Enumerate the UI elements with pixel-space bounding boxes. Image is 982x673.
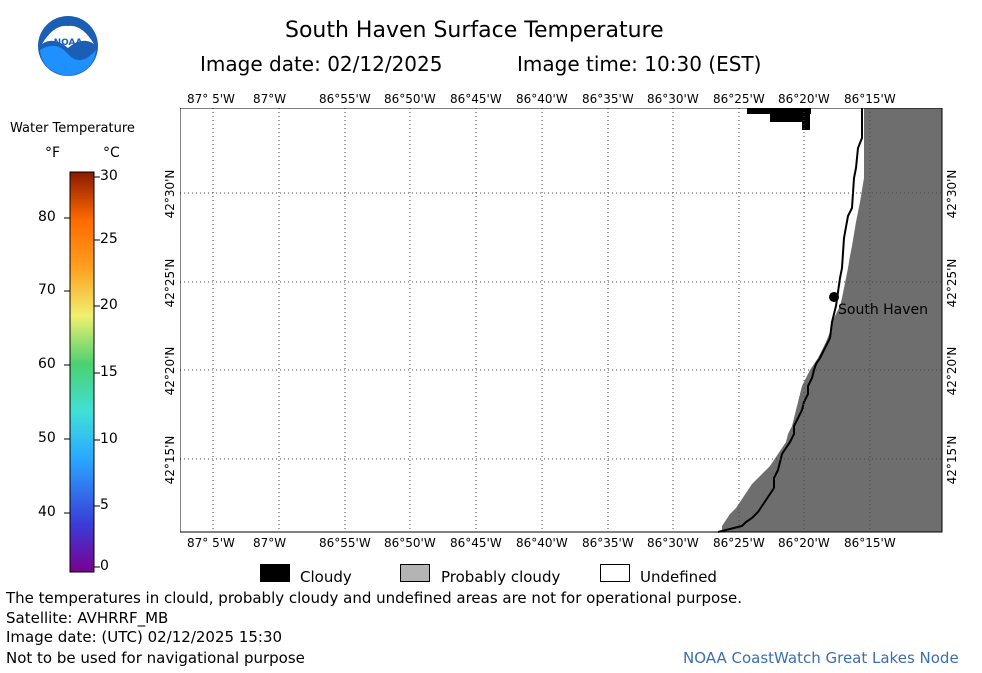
bottom-longitude-label: 86°35'W [582, 536, 634, 550]
top-longitude-label: 86°15'W [844, 92, 896, 106]
left-latitude-label: 42°25'N [163, 258, 177, 308]
fahrenheit-tick-label: 60 [38, 356, 56, 372]
shoreline [717, 108, 863, 533]
map-title: South Haven Surface Temperature [285, 18, 664, 43]
left-latitude-label: 42°20'N [163, 346, 177, 396]
fahrenheit-tick-label: 50 [38, 430, 56, 446]
cloud-patch [747, 108, 811, 130]
top-longitude-label: 87° 5'W [187, 92, 235, 106]
bottom-longitude-label: 86°20'W [778, 536, 830, 550]
bottom-longitude-label: 86°50'W [384, 536, 436, 550]
bottom-longitude-label: 87°W [253, 536, 287, 550]
left-latitude-label: 42°15'N [163, 435, 177, 485]
bottom-longitude-label: 86°45'W [450, 536, 502, 550]
map-panel[interactable] [180, 108, 943, 533]
south-haven-label: South Haven [838, 302, 929, 318]
celsius-tick-label: 25 [100, 231, 118, 247]
celsius-tick-label: 10 [100, 431, 118, 447]
utc-date-text: Image date: (UTC) 02/12/2025 15:30 [6, 628, 283, 646]
top-longitude-label: 86°25'W [713, 92, 765, 106]
bottom-longitude-label: 86°30'W [647, 536, 699, 550]
top-longitude-label: 86°40'W [516, 92, 568, 106]
temperature-colorbar [64, 171, 100, 573]
land-area [722, 108, 942, 532]
bottom-longitude-label: 86°55'W [319, 536, 371, 550]
probably-cloudy-label: Probably cloudy [441, 568, 561, 586]
left-latitude-label: 42°30'N [163, 169, 177, 219]
bottom-longitude-label: 87° 5'W [187, 536, 235, 550]
celsius-tick-label: 15 [100, 364, 118, 380]
celsius-tick-label: 5 [100, 497, 109, 513]
top-longitude-label: 86°30'W [647, 92, 699, 106]
fahrenheit-tick-label: 70 [38, 282, 56, 298]
colorbar-title: Water Temperature [10, 121, 135, 136]
top-longitude-label: 86°50'W [384, 92, 436, 106]
probably-cloudy-swatch [400, 564, 430, 582]
graticule [180, 108, 942, 532]
right-latitude-label: 42°30'N [945, 169, 959, 219]
cloudy-swatch [260, 564, 290, 582]
right-latitude-label: 42°25'N [945, 258, 959, 308]
image-time: Image time: 10:30 (EST) [517, 52, 762, 76]
satellite-text: Satellite: AVHRRF_MB [6, 609, 169, 627]
south-haven-marker[interactable] [829, 292, 839, 302]
credit-link[interactable]: NOAA CoastWatch Great Lakes Node [683, 649, 959, 667]
bottom-longitude-label: 86°15'W [844, 536, 896, 550]
right-latitude-label: 42°15'N [945, 435, 959, 485]
noaa-logo: NOAA [38, 16, 98, 76]
right-latitude-label: 42°20'N [945, 346, 959, 396]
bottom-longitude-label: 86°25'W [713, 536, 765, 550]
cloudy-label: Cloudy [300, 568, 352, 586]
fahrenheit-tick-label: 80 [38, 209, 56, 225]
top-longitude-label: 86°45'W [450, 92, 502, 106]
noaa-logo-text: NOAA [54, 38, 83, 48]
unit-celsius: °C [103, 145, 120, 161]
top-longitude-label: 87°W [253, 92, 287, 106]
celsius-tick-label: 0 [100, 558, 109, 574]
top-longitude-label: 86°55'W [319, 92, 371, 106]
image-date: Image date: 02/12/2025 [200, 52, 443, 76]
bottom-longitude-label: 86°40'W [516, 536, 568, 550]
celsius-tick-label: 20 [100, 297, 118, 313]
unit-fahrenheit: °F [45, 145, 61, 161]
fahrenheit-tick-label: 40 [38, 504, 56, 520]
undefined-swatch [600, 564, 630, 582]
celsius-tick-label: 30 [100, 168, 118, 184]
top-longitude-label: 86°20'W [778, 92, 830, 106]
disclaimer-text: The temperatures in clould, probably clo… [6, 589, 743, 607]
undefined-label: Undefined [640, 568, 717, 586]
top-longitude-label: 86°35'W [582, 92, 634, 106]
nav-warning-text: Not to be used for navigational purpose [6, 649, 305, 667]
